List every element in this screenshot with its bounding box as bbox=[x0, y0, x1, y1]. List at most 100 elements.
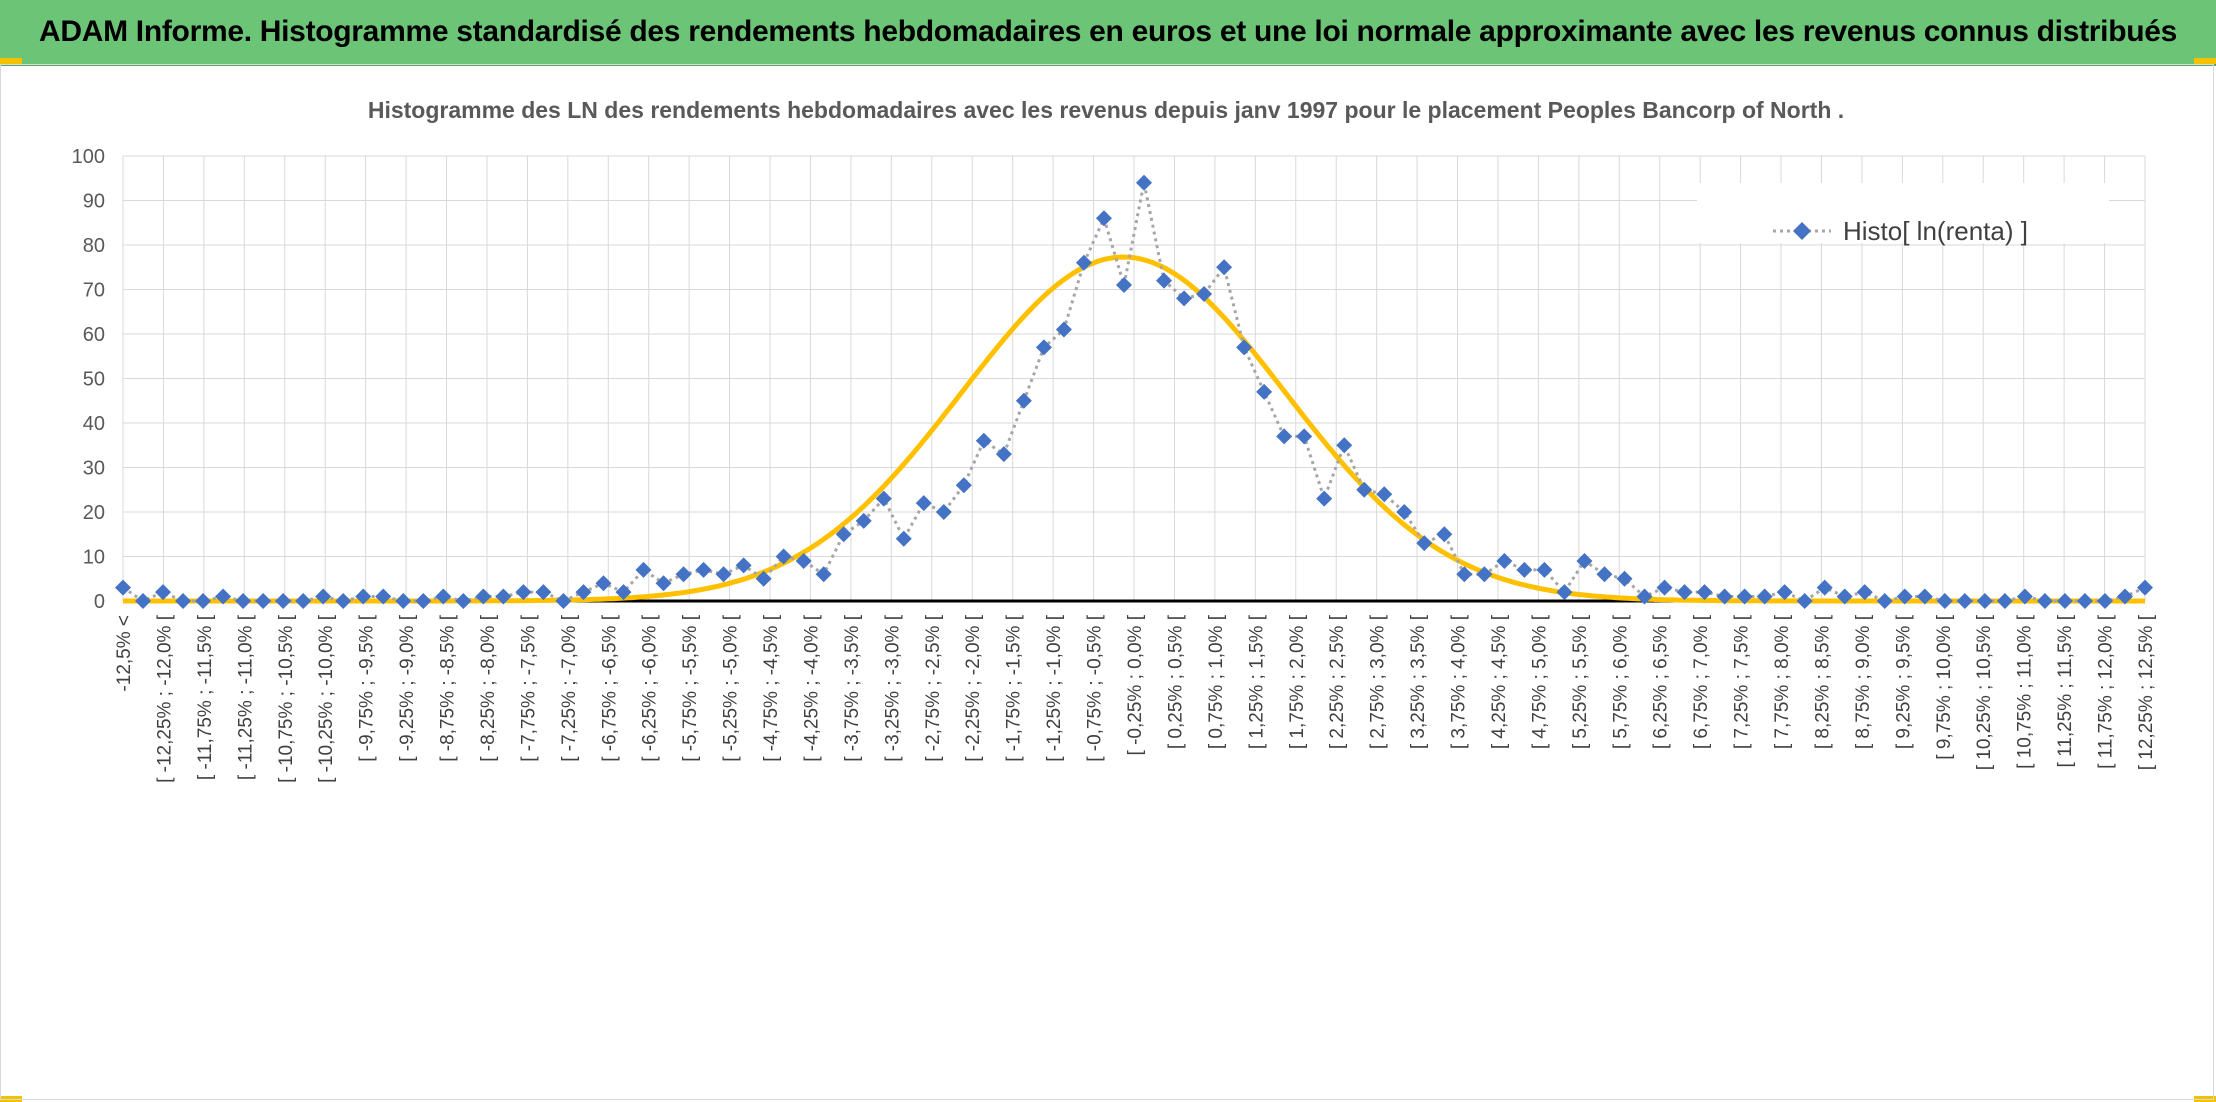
y-tick-label: 20 bbox=[83, 502, 105, 524]
data-point bbox=[1015, 392, 1032, 409]
data-point bbox=[1656, 579, 1673, 596]
data-point bbox=[115, 579, 131, 596]
data-point bbox=[755, 570, 772, 587]
data-point bbox=[1936, 593, 1953, 609]
x-tick-label: [ -5,75% ; -5,5% [ bbox=[680, 614, 701, 762]
data-point bbox=[1996, 593, 2013, 609]
data-point bbox=[1196, 285, 1213, 302]
x-tick-label: [ 12,25% ; 12,5% [ bbox=[2136, 614, 2157, 770]
x-tick-label: [ -8,25% ; -8,0% [ bbox=[478, 614, 499, 762]
data-point bbox=[1576, 552, 1593, 569]
data-point bbox=[735, 557, 752, 574]
data-point bbox=[975, 432, 992, 449]
x-tick-label: [ 11,75% ; 12,0% [ bbox=[2096, 614, 2117, 769]
data-point bbox=[1836, 588, 1853, 605]
data-point bbox=[435, 588, 452, 605]
data-point bbox=[995, 446, 1012, 463]
data-point bbox=[1556, 584, 1573, 601]
x-tick-label: [ 8,75% ; 9,0% [ bbox=[1853, 614, 1874, 749]
x-tick-label: [ -3,25% ; -3,0% [ bbox=[882, 614, 903, 762]
legend-box bbox=[1697, 183, 2109, 243]
data-point bbox=[235, 593, 252, 609]
x-tick-label: [ 9,75% ; 10,0% [ bbox=[1934, 614, 1955, 759]
data-point bbox=[2056, 593, 2073, 609]
y-tick-label: 100 bbox=[72, 146, 105, 168]
x-tick-label: [ 4,25% ; 4,5% [ bbox=[1489, 614, 1510, 749]
data-point bbox=[1496, 552, 1513, 569]
data-point bbox=[2016, 588, 2033, 605]
data-point bbox=[1115, 277, 1132, 294]
y-tick-label: 0 bbox=[94, 591, 105, 613]
legend: Histo[ ln(renta) ] bbox=[1697, 183, 2109, 246]
x-tick-label: [ -2,25% ; -2,0% [ bbox=[963, 614, 984, 762]
x-tick-label: [ 10,25% ; 10,5% [ bbox=[1974, 614, 1995, 770]
y-tick-label: 90 bbox=[83, 191, 105, 213]
x-tick-label: [ 10,75% ; 11,0% [ bbox=[2015, 614, 2036, 769]
data-point bbox=[655, 575, 672, 592]
data-point bbox=[1716, 588, 1733, 605]
data-point bbox=[1236, 339, 1253, 356]
x-tick-label: [ 6,25% ; 6,5% [ bbox=[1651, 614, 1672, 749]
data-point bbox=[475, 588, 492, 605]
x-tick-label: [ 9,25% ; 9,5% [ bbox=[1893, 614, 1914, 749]
data-point bbox=[835, 526, 852, 543]
data-point bbox=[695, 561, 712, 578]
x-tick-label: [ 6,75% ; 7,0% [ bbox=[1691, 614, 1712, 749]
data-point bbox=[2137, 579, 2153, 596]
x-tick-label: [ 11,25% ; 11,5% [ bbox=[2055, 614, 2076, 767]
data-point bbox=[495, 588, 512, 605]
y-tick-label: 70 bbox=[83, 280, 105, 302]
data-point bbox=[715, 566, 732, 583]
data-point bbox=[615, 584, 632, 601]
data-point bbox=[1216, 259, 1233, 276]
data-point bbox=[2096, 593, 2113, 609]
x-tick-label: [ -6,25% ; -6,0% [ bbox=[640, 614, 661, 762]
data-point bbox=[575, 584, 592, 601]
data-point bbox=[195, 593, 212, 609]
data-point bbox=[1336, 437, 1353, 454]
x-tick-label: [ 3,75% ; 4,0% [ bbox=[1449, 614, 1470, 749]
x-tick-label: [ 7,25% ; 7,5% [ bbox=[1732, 614, 1753, 749]
data-point bbox=[935, 504, 952, 520]
x-tick-label: [ 2,75% ; 3,0% [ bbox=[1368, 614, 1389, 749]
data-point bbox=[1176, 290, 1193, 307]
x-axis: -12,5% < [ -12,25% ; -12,0% [[ -11,75% ; … bbox=[114, 599, 2157, 783]
x-tick-label: [ -5,25% ; -5,0% [ bbox=[721, 614, 742, 762]
data-point bbox=[1376, 486, 1393, 503]
x-tick-label: [ -7,75% ; -7,5% [ bbox=[518, 614, 539, 762]
data-point bbox=[335, 593, 352, 609]
x-tick-label: [ 0,75% ; 1,0% [ bbox=[1206, 614, 1227, 749]
data-point bbox=[1136, 174, 1153, 191]
data-point bbox=[1636, 588, 1653, 605]
data-point bbox=[455, 593, 472, 609]
legend-label: Histo[ ln(renta) ] bbox=[1843, 216, 2028, 246]
data-point bbox=[215, 588, 232, 605]
data-point bbox=[915, 495, 932, 512]
data-point bbox=[1035, 339, 1052, 356]
x-tick-label: [ 7,75% ; 8,0% [ bbox=[1772, 614, 1793, 749]
data-point bbox=[1696, 584, 1713, 601]
data-point bbox=[395, 593, 412, 609]
data-point bbox=[1596, 566, 1613, 583]
data-point bbox=[955, 477, 972, 494]
y-axis: 0 10 20 30 40 50 60 70 80 90 100 bbox=[72, 146, 105, 613]
y-tick-label: 30 bbox=[83, 458, 105, 480]
y-tick-label: 40 bbox=[83, 413, 105, 435]
data-point bbox=[1296, 428, 1313, 445]
banner-corner-left bbox=[0, 58, 22, 64]
x-tick-label: [ -4,25% ; -4,0% [ bbox=[801, 614, 822, 762]
data-point bbox=[535, 584, 552, 601]
x-tick-label: [ -7,25% ; -7,0% [ bbox=[559, 614, 580, 762]
x-tick-label: [ -10,25% ; -10,0% [ bbox=[316, 614, 337, 783]
data-point bbox=[1896, 588, 1913, 605]
page-title: ADAM Informe. Histogramme standardisé de… bbox=[38, 15, 2178, 48]
chart: Histogramme des LN des rendements hebdom… bbox=[72, 97, 2157, 783]
data-point bbox=[1816, 579, 1833, 596]
data-point bbox=[1156, 272, 1173, 289]
data-point bbox=[2076, 593, 2093, 609]
x-tick-label: [ 5,25% ; 5,5% [ bbox=[1570, 614, 1591, 749]
data-point bbox=[1856, 584, 1873, 601]
data-point bbox=[1876, 593, 1893, 609]
x-tick-label: [ -11,75% ; -11,5% [ bbox=[195, 614, 216, 780]
data-point bbox=[1976, 593, 1993, 609]
